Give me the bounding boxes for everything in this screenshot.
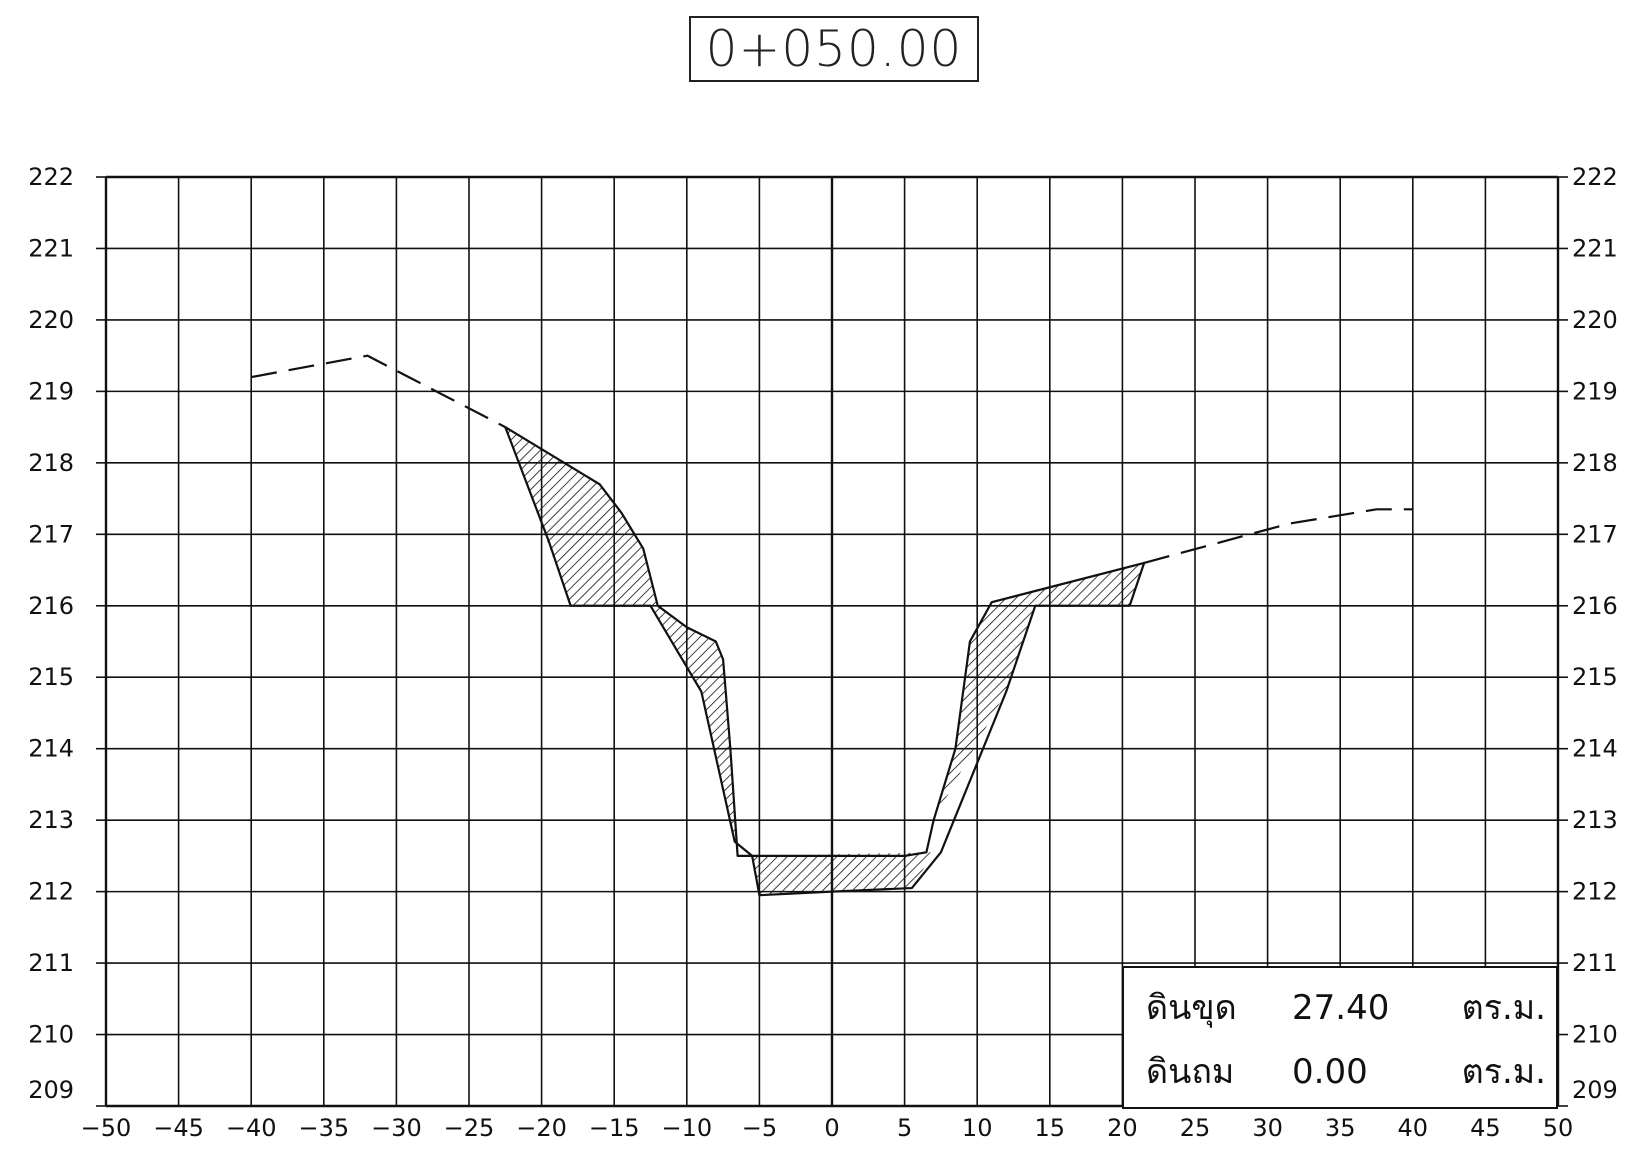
cut-value: 27.40 bbox=[1292, 988, 1390, 1028]
x-tick-label: 40 bbox=[1398, 1114, 1429, 1142]
fill-value: 0.00 bbox=[1292, 1052, 1368, 1092]
y-tick-label-left: 212 bbox=[28, 878, 74, 906]
fill-unit: ตร.ม. bbox=[1461, 1052, 1546, 1092]
y-tick-label-left: 217 bbox=[28, 520, 74, 548]
x-tick-label: −30 bbox=[371, 1114, 422, 1142]
cut-row: ดินขุด 27.40 ตร.ม. bbox=[1124, 978, 1556, 1038]
x-tick-label: 20 bbox=[1107, 1114, 1138, 1142]
x-tick-label: 35 bbox=[1325, 1114, 1356, 1142]
x-tick-label: −5 bbox=[742, 1114, 777, 1142]
y-tick-label-right: 210 bbox=[1572, 1021, 1618, 1049]
y-tick-label-right: 216 bbox=[1572, 592, 1618, 620]
y-tick-label-left: 215 bbox=[28, 663, 74, 691]
y-tick-label-left: 221 bbox=[28, 234, 74, 262]
x-tick-label: 30 bbox=[1252, 1114, 1283, 1142]
y-tick-label-right: 211 bbox=[1572, 949, 1618, 977]
hatched-region bbox=[505, 427, 658, 606]
y-tick-label-right: 220 bbox=[1572, 306, 1618, 334]
x-tick-label: −45 bbox=[153, 1114, 204, 1142]
x-tick-label: 0 bbox=[824, 1114, 839, 1142]
station-title: 0+050.00 bbox=[689, 16, 979, 82]
y-tick-label-left: 216 bbox=[28, 592, 74, 620]
cut-unit: ตร.ม. bbox=[1461, 988, 1546, 1028]
y-tick-label-left: 210 bbox=[28, 1021, 74, 1049]
y-tick-label-right: 213 bbox=[1572, 806, 1618, 834]
x-tick-label: −20 bbox=[516, 1114, 567, 1142]
ground-line-dashed bbox=[251, 354, 506, 429]
x-tick-label: 10 bbox=[962, 1114, 993, 1142]
section-line bbox=[504, 426, 1146, 857]
x-tick-label: 50 bbox=[1543, 1114, 1574, 1142]
y-tick-label-right: 215 bbox=[1572, 663, 1618, 691]
hatched-areas bbox=[505, 427, 1145, 896]
x-tick-label: 25 bbox=[1180, 1114, 1211, 1142]
x-tick-label: −25 bbox=[444, 1114, 495, 1142]
y-tick-label-left: 211 bbox=[28, 949, 74, 977]
y-tick-label-right: 218 bbox=[1572, 449, 1618, 477]
y-tick-label-left: 213 bbox=[28, 806, 74, 834]
x-tick-label: −15 bbox=[589, 1114, 640, 1142]
x-tick-label: −10 bbox=[661, 1114, 712, 1142]
ground-line-dashed bbox=[1143, 508, 1413, 564]
y-tick-label-right: 214 bbox=[1572, 735, 1618, 763]
y-tick-label-right: 212 bbox=[1572, 878, 1618, 906]
y-tick-label-right: 209 bbox=[1572, 1076, 1618, 1104]
x-tick-labels: −50 −45 −40 −35 −30 −25 −20 −15 −10 −5 0 5 10 15 20 25 3… bbox=[81, 1114, 1574, 1142]
y-tick-label-left: 214 bbox=[28, 735, 74, 763]
y-tick-labels-left: 209 210 211 212 213 214 215 216 217 218 219 220 221 2… bbox=[28, 163, 74, 1104]
y-tick-label-right: 219 bbox=[1572, 377, 1618, 405]
fill-row: ดินถม 0.00 ตร.ม. bbox=[1124, 1042, 1556, 1102]
y-tick-label-left: 220 bbox=[28, 306, 74, 334]
profile-lines bbox=[251, 354, 1413, 897]
hatched-region bbox=[933, 602, 1036, 821]
section-line bbox=[504, 426, 1130, 897]
hatched-region bbox=[752, 852, 934, 896]
y-tick-label-left: 219 bbox=[28, 377, 74, 405]
y-tick-label-right: 217 bbox=[1572, 520, 1618, 548]
y-tick-labels-right: 209 210 211 212 213 214 215 216 217 218 219 220 221 2… bbox=[1572, 163, 1618, 1104]
y-tick-label-right: 222 bbox=[1572, 163, 1618, 191]
fill-label: ดินถม bbox=[1146, 1052, 1235, 1092]
x-tick-label: −40 bbox=[226, 1114, 277, 1142]
y-tick-label-right: 221 bbox=[1572, 234, 1618, 262]
cut-label: ดินขุด bbox=[1146, 988, 1237, 1028]
y-tick-label-left: 218 bbox=[28, 449, 74, 477]
x-tick-label: −35 bbox=[298, 1114, 349, 1142]
y-tick-label-left: 222 bbox=[28, 163, 74, 191]
x-tick-label: 45 bbox=[1470, 1114, 1501, 1142]
x-tick-label: 5 bbox=[897, 1114, 912, 1142]
earthwork-summary: ดินขุด 27.40 ตร.ม. ดินถม 0.00 ตร.ม. bbox=[1122, 966, 1558, 1109]
y-tick-label-left: 209 bbox=[28, 1076, 74, 1104]
hatched-region bbox=[650, 605, 738, 856]
x-tick-label: −50 bbox=[81, 1114, 132, 1142]
x-tick-label: 15 bbox=[1035, 1114, 1066, 1142]
